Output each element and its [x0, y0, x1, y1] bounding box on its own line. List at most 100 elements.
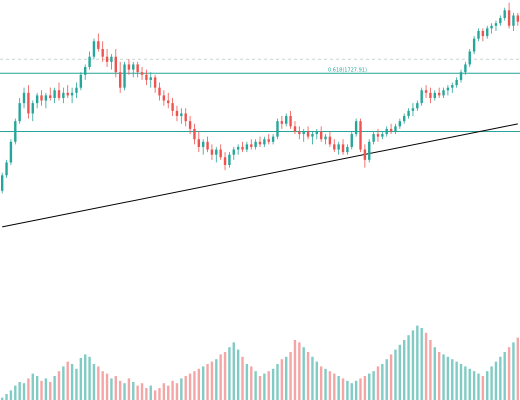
- volume-bar: [158, 388, 161, 400]
- candle: [136, 61, 139, 78]
- candle: [486, 25, 489, 39]
- candle-body: [267, 139, 270, 142]
- candle-body: [328, 136, 332, 145]
- candle-body: [40, 95, 43, 101]
- candle: [433, 90, 436, 101]
- volume-bar: [114, 376, 117, 400]
- candle-body: [403, 116, 406, 122]
- candle-body: [394, 126, 397, 132]
- candle-body: [381, 134, 384, 137]
- candle: [245, 141, 249, 153]
- volume-bar: [363, 376, 367, 400]
- candle-body: [70, 92, 74, 96]
- volume-bar: [302, 347, 305, 400]
- candle: [472, 36, 476, 55]
- candle-body: [376, 134, 380, 137]
- volume-bar: [311, 356, 314, 400]
- volume-bar: [324, 368, 327, 400]
- candle: [232, 146, 235, 160]
- volume-bar: [27, 378, 30, 400]
- candle-body: [490, 25, 493, 29]
- volume-bar: [92, 364, 96, 400]
- volume-bar: [411, 330, 415, 400]
- volume-bar: [376, 366, 380, 400]
- candle: [62, 87, 65, 104]
- candle: [407, 108, 410, 119]
- candle-body: [289, 116, 292, 127]
- volume-bar: [145, 388, 148, 400]
- horizontal-levels: [0, 58, 520, 132]
- volume-bar: [228, 347, 231, 400]
- candle: [215, 146, 218, 163]
- volume-bar: [267, 371, 270, 400]
- candle: [171, 97, 174, 117]
- candle: [494, 20, 498, 31]
- candle: [372, 131, 375, 145]
- candle-body: [250, 144, 253, 147]
- volume-bar: [57, 371, 61, 400]
- candle-body: [503, 10, 506, 19]
- candle-body: [416, 103, 419, 109]
- candle: [289, 110, 292, 129]
- candle-body: [9, 141, 13, 163]
- candle: [44, 92, 48, 109]
- candle: [153, 74, 157, 93]
- candle: [167, 92, 170, 109]
- volume-bar: [315, 361, 319, 400]
- candle-body: [315, 131, 319, 135]
- candle-body: [245, 144, 249, 150]
- candle: [512, 12, 515, 31]
- candle-body: [451, 85, 454, 88]
- candle: [424, 85, 428, 98]
- candle: [40, 90, 43, 106]
- volume-bar: [123, 383, 126, 400]
- volume-bar: [140, 383, 144, 400]
- volume-bar: [429, 340, 432, 400]
- fib-level-label: 0.618(1727.91): [328, 67, 367, 73]
- candle: [271, 134, 275, 145]
- candle-body: [167, 100, 170, 104]
- candle: [250, 139, 253, 150]
- volume-bar: [416, 325, 419, 400]
- candle-body: [285, 116, 288, 124]
- candle-body: [118, 72, 122, 88]
- candle: [503, 7, 506, 21]
- volume-bar: [9, 390, 13, 400]
- candle-body: [88, 56, 91, 68]
- candle-body: [49, 95, 52, 98]
- volume-bar: [372, 371, 375, 400]
- candle-body: [459, 72, 463, 80]
- candle: [197, 131, 201, 153]
- candle: [311, 131, 314, 145]
- candle-body: [62, 92, 65, 98]
- candle: [101, 41, 104, 62]
- volume-bar: [223, 352, 227, 400]
- candle-body: [66, 92, 69, 96]
- volume-bar: [389, 354, 393, 400]
- candle-body: [293, 126, 297, 132]
- candle: [293, 121, 297, 135]
- candle: [193, 123, 196, 145]
- volume-bar: [263, 373, 266, 400]
- candle: [507, 2, 511, 29]
- candle: [175, 105, 179, 122]
- volume-bar: [499, 356, 502, 400]
- candle-body: [494, 23, 498, 26]
- candle: [442, 87, 445, 98]
- candle-body: [346, 146, 349, 153]
- volume-bar: [0, 397, 4, 400]
- candle-body: [512, 15, 515, 26]
- volume-bar: [346, 380, 349, 400]
- candle-body: [481, 30, 485, 37]
- candle: [385, 126, 388, 137]
- candle: [354, 118, 358, 137]
- trendline: [2, 123, 518, 228]
- candle: [14, 118, 17, 145]
- candle: [79, 72, 83, 91]
- candle-body: [201, 141, 205, 147]
- candle-body: [368, 141, 371, 160]
- candle: [446, 85, 450, 96]
- candle: [341, 139, 345, 155]
- candle: [201, 139, 205, 155]
